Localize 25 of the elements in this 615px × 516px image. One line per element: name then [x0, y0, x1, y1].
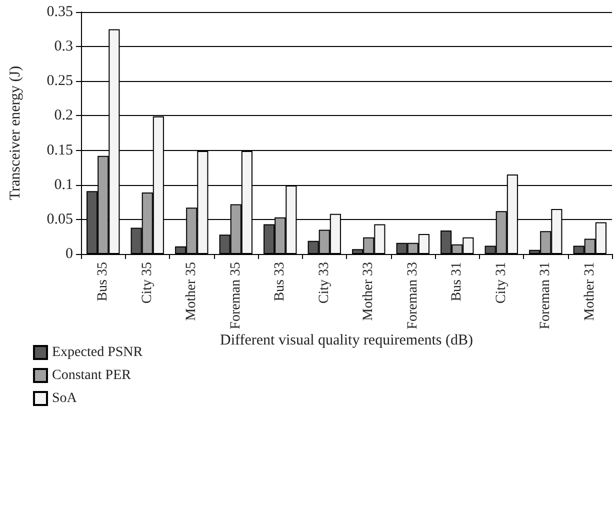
x-tick-label: Bus 31	[450, 262, 465, 302]
y-tick-label: 0.1	[54, 176, 73, 193]
y-tick-label: 0.25	[46, 73, 73, 90]
y-tick-label: 0.05	[46, 211, 73, 228]
y-tick-label: 0.2	[54, 108, 73, 124]
x-tick-label: Mother 33	[361, 262, 376, 321]
y-tick-label: 0.35	[46, 4, 73, 20]
y-tick-label: 0	[66, 246, 73, 262]
x-tick-label: City 33	[316, 262, 332, 304]
legend-label: SoA	[52, 391, 78, 406]
x-axis-title: Different visual quality requirements (dB)	[220, 332, 473, 349]
y-tick-label: 0.15	[46, 142, 73, 158]
x-tick-label: Bus 35	[96, 262, 111, 302]
x-tick-label: Foreman 31	[538, 262, 554, 330]
x-tick-label: Mother 31	[582, 262, 598, 321]
x-tick-label: Mother 35	[184, 262, 200, 321]
x-tick-label: City 31	[494, 262, 509, 304]
x-tick-label: Foreman 35	[228, 262, 244, 330]
legend-label: Expected PSNR	[52, 345, 144, 360]
x-tick-label: City 35	[140, 262, 155, 304]
legend-label: Constant PER	[52, 368, 132, 383]
x-tick-label: Foreman 33	[405, 262, 420, 330]
y-tick-label: 0.3	[54, 38, 73, 55]
x-tick-label: Bus 33	[272, 262, 288, 302]
y-axis-title: Transceiver energy (J)	[8, 66, 24, 200]
